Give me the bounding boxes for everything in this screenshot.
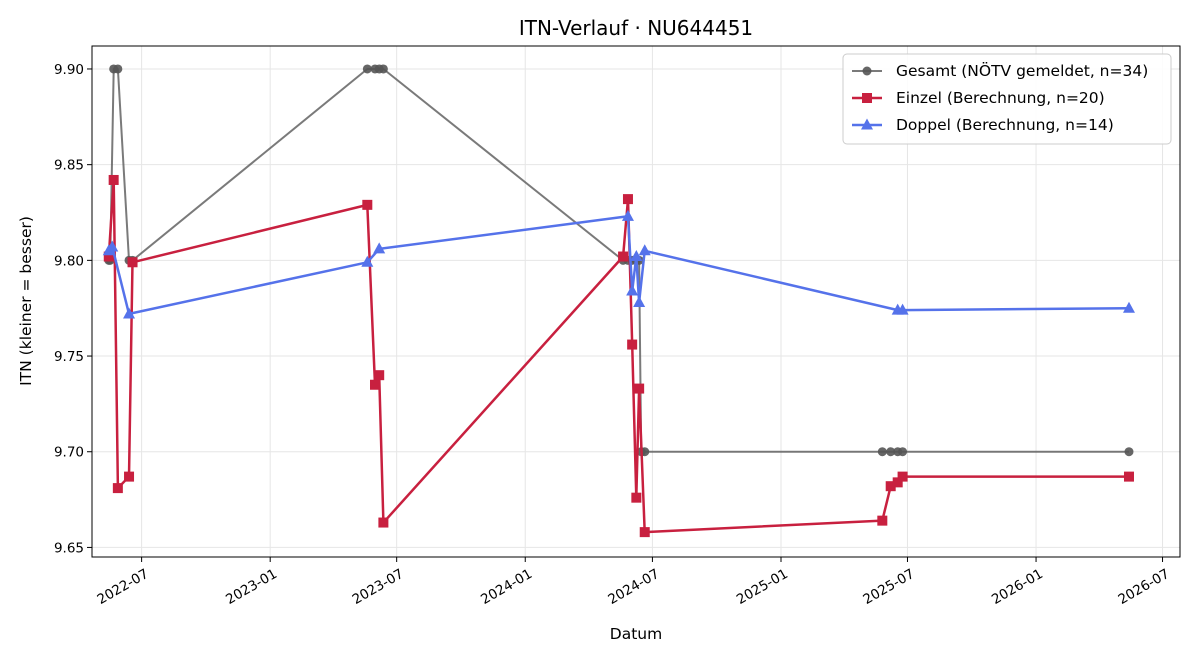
chart-title: ITN-Verlauf · NU644451 (519, 16, 753, 40)
legend-marker (862, 93, 872, 103)
legend: Gesamt (NÖTV gemeldet, n=34) Einzel (Bere… (842, 53, 1172, 145)
gesamt-point (378, 64, 388, 74)
gesamt-point (898, 447, 908, 457)
einzel-point (362, 199, 373, 210)
einzel-point (370, 379, 381, 390)
einzel-point (112, 483, 123, 494)
einzel-point (631, 492, 642, 503)
legend-label: Doppel (Berechnung, n=14) (896, 116, 1114, 134)
doppel-point (1122, 301, 1135, 313)
einzel-point (877, 515, 888, 526)
doppel-point (123, 307, 136, 319)
einzel-line (107, 178, 1129, 534)
einzel-point (378, 517, 389, 528)
einzel-point (103, 251, 114, 262)
doppel-point (106, 240, 119, 252)
einzel-point (108, 174, 119, 185)
plot-frame (91, 45, 1181, 558)
legend-label: Einzel (Berechnung, n=20) (896, 89, 1105, 107)
einzel-point (374, 370, 385, 381)
y-tick-label: 9.85 (54, 158, 84, 174)
doppel-point (373, 242, 386, 254)
doppel-point (896, 303, 909, 315)
gesamt-point (113, 64, 123, 74)
einzel-point (622, 194, 633, 205)
y-tick-label: 9.90 (54, 62, 84, 78)
einzel-point (897, 471, 908, 482)
einzel-point (618, 251, 629, 262)
legend-label: Gesamt (NÖTV gemeldet, n=34) (896, 61, 1148, 80)
einzel-line-group (103, 174, 1134, 538)
y-tick-label: 9.75 (54, 349, 84, 365)
gesamt-point (877, 447, 887, 457)
einzel-point (639, 527, 650, 538)
legend-box (842, 53, 1172, 145)
doppel-line-group (102, 209, 1135, 319)
doppel-point (633, 295, 646, 307)
y-tick-label: 9.80 (54, 253, 84, 269)
y-tick-label: 9.65 (54, 540, 84, 556)
einzel-point (634, 383, 645, 394)
gesamt-point (1124, 447, 1134, 457)
legend-marker (861, 118, 873, 130)
x-axis-label: Datum (610, 625, 662, 643)
einzel-point (627, 339, 638, 350)
legend-entries: Gesamt (NÖTV gemeldet, n=34) Einzel (Bere… (852, 61, 1148, 134)
einzel-point (124, 471, 135, 482)
doppel-point (361, 255, 374, 267)
einzel-point (885, 481, 896, 492)
gesamt-point (886, 447, 896, 457)
legend-marker (862, 66, 872, 76)
series-layer (102, 64, 1135, 538)
gesamt-point (362, 64, 372, 74)
y-tick-label: 9.70 (54, 445, 84, 461)
einzel-point (127, 257, 138, 268)
doppel-point (626, 284, 639, 296)
y-axis-label: ITN (kleiner = besser) (17, 216, 35, 386)
doppel-point (630, 250, 643, 262)
doppel-point (621, 209, 634, 221)
einzel-point (892, 477, 903, 488)
einzel-point (1123, 471, 1134, 482)
doppel-point (638, 244, 651, 256)
